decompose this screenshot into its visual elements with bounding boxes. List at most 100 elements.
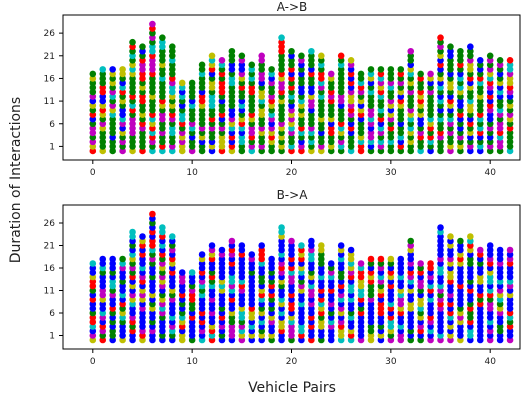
scatter-point — [89, 120, 97, 128]
scatter-point — [367, 124, 375, 132]
scatter-point — [188, 134, 196, 141]
scatter-point — [198, 138, 206, 146]
scatter-point — [387, 255, 395, 263]
scatter-point — [89, 70, 97, 78]
scatter-point — [149, 25, 156, 32]
scatter-point — [467, 93, 474, 100]
scatter-point — [486, 106, 494, 114]
scatter-point — [168, 66, 176, 73]
scatter-point — [208, 93, 216, 100]
scatter-point — [168, 70, 176, 78]
scatter-point — [119, 143, 126, 150]
scatter-point — [377, 115, 385, 123]
scatter-point — [159, 120, 166, 128]
scatter-point — [397, 138, 405, 146]
scatter-point — [457, 61, 464, 69]
scatter-point — [139, 138, 146, 146]
scatter-point — [139, 143, 146, 150]
scatter-point — [486, 66, 494, 73]
scatter-point — [427, 84, 434, 91]
scatter-point — [467, 61, 474, 69]
scatter-point — [367, 66, 375, 73]
scatter-point — [327, 120, 335, 128]
scatter-point — [129, 57, 136, 64]
scatter-point — [457, 52, 464, 60]
scatter-point — [337, 52, 345, 60]
scatter-point — [377, 97, 385, 105]
scatter-point — [407, 124, 415, 132]
scatter-point — [457, 70, 464, 78]
scatter-point — [89, 115, 97, 123]
scatter-point — [467, 57, 474, 64]
scatter-point — [288, 106, 295, 114]
scatter-point — [347, 147, 355, 155]
scatter-point — [278, 38, 285, 46]
scatter-point — [238, 66, 246, 73]
scatter-point — [397, 124, 405, 132]
scatter-point — [417, 143, 424, 150]
scatter-point — [99, 143, 107, 150]
scatter-point — [278, 84, 285, 91]
x-tick-label: 40 — [484, 357, 496, 367]
scatter-point — [109, 143, 116, 150]
scatter-point — [198, 129, 206, 137]
scatter-point — [89, 79, 97, 87]
scatter-point — [457, 120, 464, 128]
scatter-point — [228, 120, 236, 128]
scatter-point — [467, 88, 474, 96]
scatter-point — [407, 138, 415, 146]
scatter-point — [159, 66, 166, 73]
scatter-point — [238, 75, 246, 82]
scatter-point — [506, 115, 514, 123]
scatter-point — [337, 143, 345, 150]
scatter-point — [139, 75, 146, 82]
scatter-point — [486, 147, 494, 155]
scatter-point — [159, 129, 166, 137]
scatter-point — [357, 129, 365, 137]
scatter-point — [447, 111, 454, 118]
scatter-point — [218, 124, 226, 132]
scatter-point — [288, 75, 295, 82]
scatter-point — [357, 111, 365, 118]
scatter-point — [486, 242, 494, 249]
scatter-point — [347, 75, 355, 82]
scatter-point — [308, 57, 315, 64]
scatter-point — [278, 129, 285, 137]
scatter-point — [457, 93, 464, 100]
scatter-point — [486, 88, 494, 96]
scatter-point — [298, 75, 305, 82]
scatter-point — [397, 134, 405, 141]
scatter-point — [149, 43, 156, 51]
scatter-point — [298, 129, 305, 137]
scatter-point — [238, 70, 246, 78]
scatter-point — [228, 97, 236, 105]
scatter-point — [268, 70, 275, 78]
scatter-point — [248, 61, 256, 69]
scatter-point — [178, 129, 186, 137]
scatter-point — [506, 134, 514, 141]
scatter-point — [248, 147, 256, 155]
scatter-point — [248, 134, 256, 141]
scatter-point — [437, 115, 444, 123]
scatter-point — [347, 111, 355, 118]
scatter-point — [377, 134, 385, 141]
scatter-point — [476, 70, 484, 78]
scatter-point — [99, 129, 107, 137]
scatter-point — [168, 61, 176, 69]
scatter-point — [347, 70, 355, 78]
scatter-point — [357, 84, 365, 91]
scatter-point — [218, 93, 226, 100]
scatter-point — [89, 260, 97, 267]
scatter-point — [308, 75, 315, 82]
scatter-point — [427, 75, 434, 82]
scatter-point — [476, 134, 484, 141]
scatter-point — [437, 134, 444, 141]
scatter-point — [486, 129, 494, 137]
scatter-point — [417, 120, 424, 128]
scatter-point — [168, 102, 176, 109]
scatter-point — [218, 79, 226, 87]
scatter-point — [318, 75, 325, 82]
scatter-point — [327, 102, 335, 109]
scatter-point — [367, 115, 375, 123]
scatter-point — [278, 52, 285, 60]
